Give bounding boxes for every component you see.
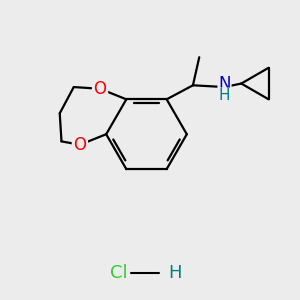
Text: N: N [218,75,231,93]
Text: O: O [94,80,106,98]
Text: Cl: Cl [110,264,127,282]
Text: H: H [168,264,181,282]
Text: O: O [74,136,86,154]
Text: H: H [219,88,230,103]
